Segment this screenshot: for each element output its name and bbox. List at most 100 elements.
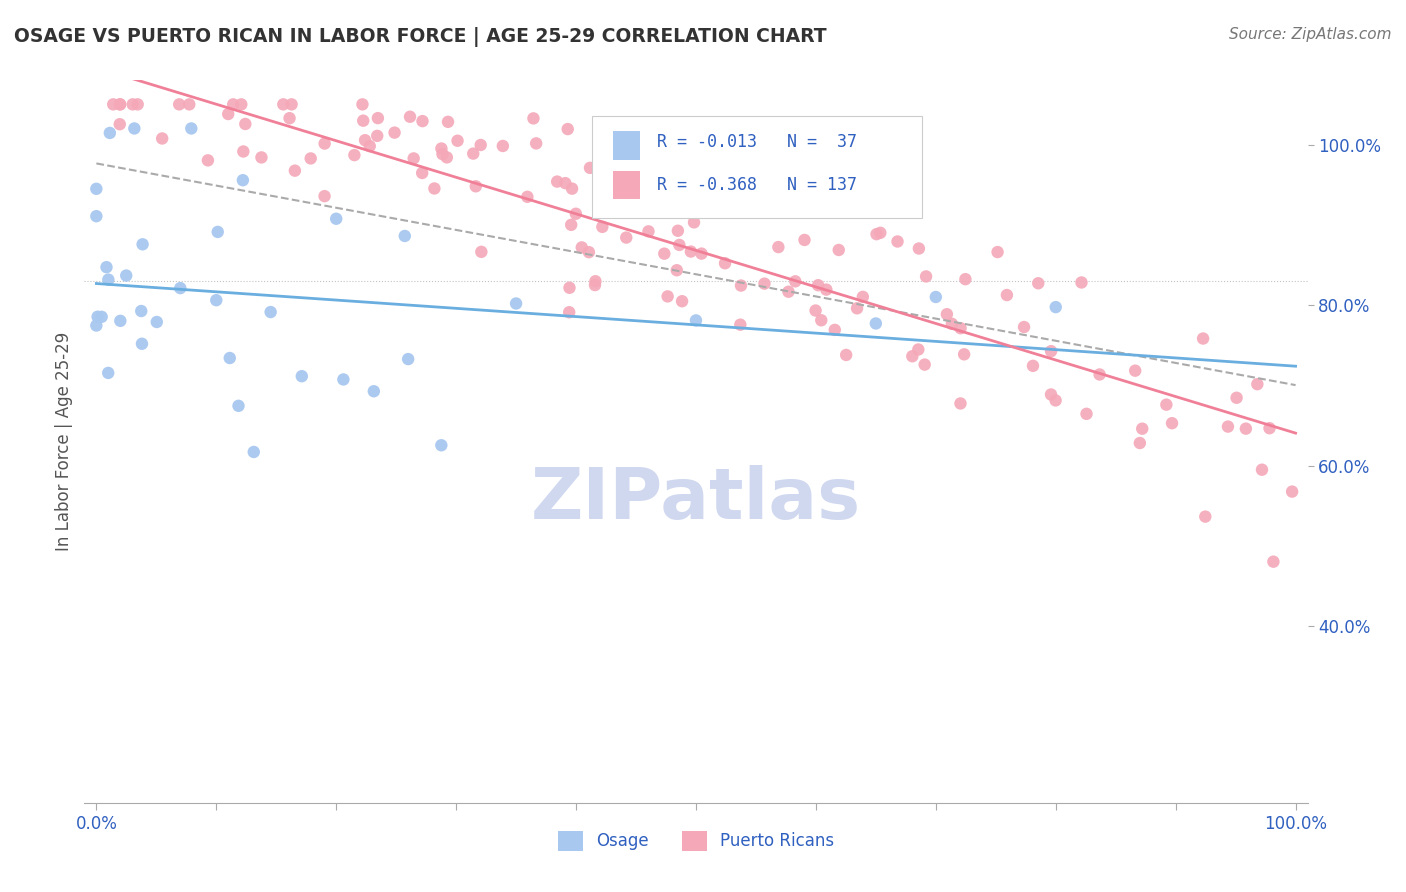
Point (1088, 368, 1111, 382)
Point (217, 107, 239, 121)
Point (778, 285, 800, 299)
Point (666, 224, 689, 238)
Point (332, 372, 354, 386)
Point (935, 307, 957, 321)
Point (131, 336, 153, 351)
Point (634, 144, 657, 158)
Point (127, 97, 149, 112)
Point (953, 347, 976, 361)
Point (1251, 463, 1274, 477)
Point (492, 139, 515, 153)
Point (1040, 344, 1063, 359)
Point (233, 117, 256, 131)
Text: R = -0.368   N = 137: R = -0.368 N = 137 (657, 176, 856, 194)
Point (522, 112, 544, 126)
Point (583, 274, 606, 288)
Point (367, 111, 389, 125)
Point (558, 281, 581, 295)
Point (169, 281, 191, 295)
Point (637, 224, 659, 238)
Point (612, 164, 634, 178)
Point (558, 305, 581, 319)
Point (603, 200, 626, 214)
Point (683, 215, 706, 229)
Point (399, 110, 422, 124)
Point (352, 97, 374, 112)
Text: ZIPatlas: ZIPatlas (531, 465, 860, 533)
FancyBboxPatch shape (613, 131, 640, 160)
Point (793, 233, 815, 247)
Point (591, 219, 613, 234)
Point (761, 185, 783, 199)
Point (97, 366, 120, 380)
Point (765, 198, 787, 212)
Point (657, 289, 679, 303)
Point (131, 237, 153, 252)
Point (852, 290, 875, 304)
Point (987, 245, 1010, 260)
FancyBboxPatch shape (613, 170, 640, 200)
Point (685, 313, 707, 327)
Point (768, 240, 790, 254)
Point (730, 278, 752, 293)
Point (1192, 332, 1215, 346)
Point (901, 349, 924, 363)
Point (865, 317, 887, 331)
Point (1123, 364, 1146, 378)
Point (396, 352, 419, 367)
Point (824, 323, 846, 337)
Point (955, 272, 977, 286)
Point (754, 277, 776, 291)
Point (571, 240, 593, 254)
Point (1012, 320, 1035, 334)
Point (846, 301, 869, 316)
Point (652, 246, 675, 260)
Point (280, 97, 302, 112)
Point (1234, 422, 1257, 436)
Point (250, 150, 273, 164)
Point (1246, 377, 1268, 392)
Point (505, 296, 527, 310)
Point (679, 244, 702, 259)
Point (325, 211, 347, 226)
Point (907, 343, 929, 357)
Point (115, 268, 138, 283)
Point (995, 288, 1018, 302)
Point (807, 278, 830, 293)
Point (810, 313, 832, 327)
Point (354, 133, 377, 147)
Text: Source: ZipAtlas.com: Source: ZipAtlas.com (1229, 27, 1392, 42)
Point (231, 97, 253, 112)
Point (1226, 391, 1249, 405)
Legend: Osage, Puerto Ricans: Osage, Puerto Ricans (550, 822, 842, 860)
Point (436, 150, 458, 164)
Point (1045, 300, 1067, 314)
Point (815, 283, 838, 297)
Point (886, 235, 908, 249)
Point (1045, 393, 1067, 408)
Point (914, 358, 936, 372)
Point (207, 225, 229, 239)
Point (97, 272, 120, 286)
Point (343, 148, 366, 162)
Point (1022, 359, 1045, 373)
Point (1161, 416, 1184, 430)
Point (1194, 509, 1216, 524)
Point (108, 97, 131, 112)
Point (470, 138, 492, 153)
Point (638, 186, 661, 201)
Point (314, 136, 336, 151)
Text: OSAGE VS PUERTO RICAN IN LABOR FORCE | AGE 25-29 CORRELATION CHART: OSAGE VS PUERTO RICAN IN LABOR FORCE | A… (14, 27, 827, 46)
Point (1040, 387, 1063, 401)
Point (1129, 436, 1152, 450)
Point (423, 181, 446, 195)
FancyBboxPatch shape (592, 116, 922, 218)
Point (86, 182, 108, 196)
Point (242, 445, 264, 459)
Point (446, 134, 468, 148)
Point (1258, 421, 1281, 435)
Point (291, 369, 314, 384)
Y-axis label: In Labor Force | Age 25-29: In Labor Force | Age 25-29 (55, 332, 73, 551)
Point (150, 131, 173, 145)
Point (1156, 398, 1178, 412)
